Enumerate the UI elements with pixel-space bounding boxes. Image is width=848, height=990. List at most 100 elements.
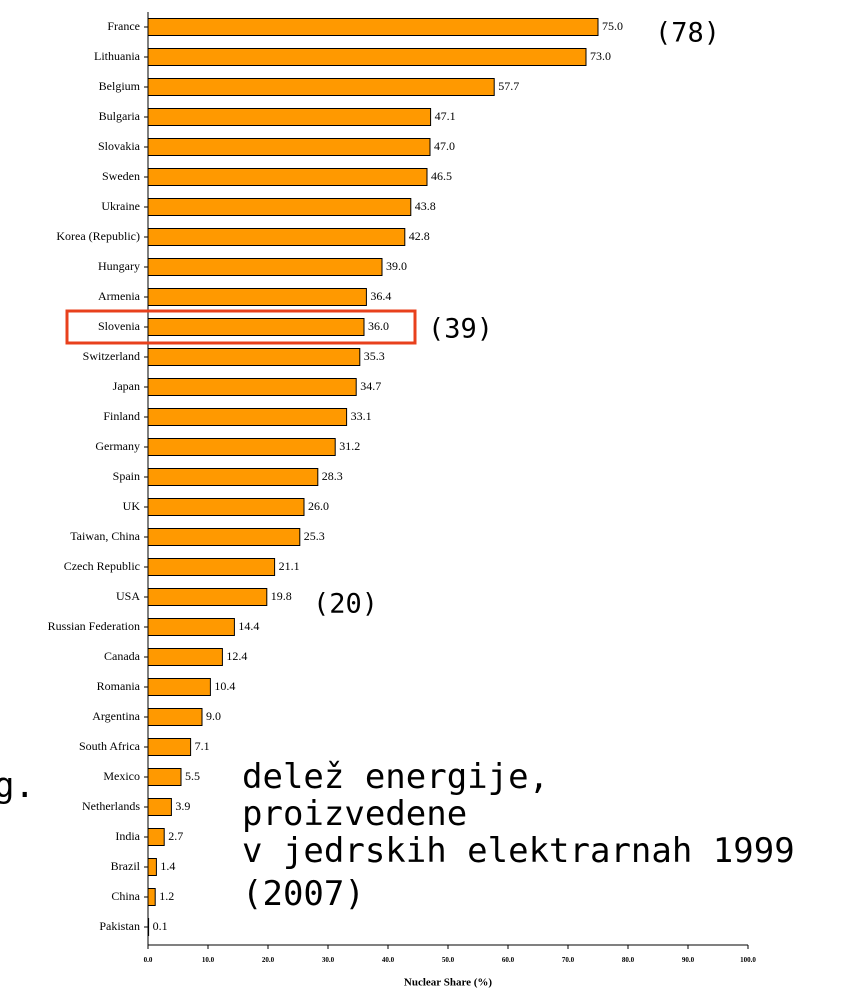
y-tick-label: Pakistan: [99, 919, 140, 933]
highlight-box: [65, 309, 417, 345]
bar: [147, 738, 192, 756]
annotation: g.: [0, 766, 35, 806]
value-label: 34.7: [360, 379, 381, 393]
y-tick-label: Argentina: [92, 709, 140, 723]
annotation: (39): [428, 313, 493, 344]
y-tick-label: Switzerland: [83, 349, 140, 363]
annotation: (2007): [242, 874, 365, 914]
x-tick-label: 20.0: [262, 956, 275, 964]
y-tick-label: Germany: [95, 439, 140, 453]
y-tick-label: Spain: [113, 469, 140, 483]
bar: [147, 828, 165, 846]
bar: [147, 18, 599, 36]
value-label: 75.0: [602, 19, 623, 33]
bar: [147, 138, 431, 156]
y-tick-label: Slovakia: [98, 139, 141, 153]
value-label: 5.5: [185, 769, 200, 783]
y-tick-label: Brazil: [111, 859, 141, 873]
bar: [147, 678, 211, 696]
annotation: (78): [655, 17, 720, 48]
value-label: 3.9: [175, 799, 190, 813]
annotation: v jedrskih elektrarnah 1999: [242, 831, 795, 871]
bar: [147, 168, 428, 186]
value-label: 57.7: [498, 79, 519, 93]
bar: [147, 468, 319, 486]
y-tick-label: Korea (Republic): [56, 229, 140, 243]
value-label: 26.0: [308, 499, 329, 513]
value-label: 46.5: [431, 169, 452, 183]
annotation: (20): [313, 588, 378, 619]
x-tick-label: 30.0: [322, 956, 335, 964]
bar: [147, 78, 495, 96]
annotation: proizvedene: [242, 794, 467, 834]
value-label: 33.1: [351, 409, 372, 423]
y-tick-label: Armenia: [98, 289, 141, 303]
value-label: 31.2: [339, 439, 360, 453]
y-tick-label: Russian Federation: [48, 619, 140, 633]
y-tick-label: USA: [116, 589, 140, 603]
bar: [147, 318, 365, 336]
x-tick-label: 10.0: [202, 956, 215, 964]
x-tick-label: 70.0: [562, 956, 575, 964]
bar: [147, 858, 157, 876]
value-label: 73.0: [590, 49, 611, 63]
bar: [147, 378, 357, 396]
y-tick-label: Hungary: [98, 259, 140, 273]
x-tick-label: 100.0: [740, 956, 756, 964]
bar: [147, 348, 361, 366]
x-axis-label: Nuclear Share (%): [404, 977, 493, 989]
x-tick-label: 0.0: [144, 956, 153, 964]
y-tick-label: China: [111, 889, 140, 903]
bar: [147, 498, 305, 516]
x-tick-label: 60.0: [502, 956, 515, 964]
x-tick-label: 90.0: [682, 956, 695, 964]
value-label: 36.0: [368, 319, 389, 333]
value-label: 10.4: [214, 679, 235, 693]
value-label: 28.3: [322, 469, 343, 483]
bar: [147, 798, 172, 816]
value-label: 36.4: [370, 289, 391, 303]
value-label: 12.4: [226, 649, 247, 663]
value-label: 1.2: [159, 889, 174, 903]
y-tick-label: Japan: [113, 379, 140, 393]
bar: [147, 588, 268, 606]
y-tick-label: South Africa: [79, 739, 141, 753]
y-tick-label: Lithuania: [94, 49, 141, 63]
value-label: 1.4: [160, 859, 175, 873]
bar: [147, 708, 203, 726]
y-tick-label: Netherlands: [82, 799, 140, 813]
value-label: 43.8: [415, 199, 436, 213]
value-label: 25.3: [304, 529, 325, 543]
value-label: 47.1: [435, 109, 456, 123]
value-label: 19.8: [271, 589, 292, 603]
value-label: 47.0: [434, 139, 455, 153]
y-tick-label: Taiwan, China: [70, 529, 140, 543]
y-tick-label: Sweden: [102, 169, 140, 183]
bar: [147, 438, 336, 456]
x-tick-label: 40.0: [382, 956, 395, 964]
bar: [147, 888, 156, 906]
y-tick-label: France: [107, 19, 140, 33]
y-tick-label: UK: [123, 499, 141, 513]
value-label: 21.1: [279, 559, 300, 573]
y-tick-label: Bulgaria: [99, 109, 141, 123]
bar: [147, 288, 367, 306]
y-tick-label: Czech Republic: [64, 559, 140, 573]
value-label: 35.3: [364, 349, 385, 363]
value-label: 9.0: [206, 709, 221, 723]
y-tick-label: Finland: [103, 409, 140, 423]
y-tick-label: Mexico: [103, 769, 140, 783]
y-tick-label: India: [115, 829, 140, 843]
bar: [147, 108, 432, 126]
bar: [147, 558, 276, 576]
bar: [147, 258, 383, 276]
value-label: 42.8: [409, 229, 430, 243]
bar: [147, 528, 301, 546]
bar: [147, 618, 235, 636]
value-label: 39.0: [386, 259, 407, 273]
value-label: 14.4: [238, 619, 259, 633]
bar: [147, 768, 182, 786]
x-tick-label: 50.0: [442, 956, 455, 964]
y-tick-label: Romania: [97, 679, 141, 693]
